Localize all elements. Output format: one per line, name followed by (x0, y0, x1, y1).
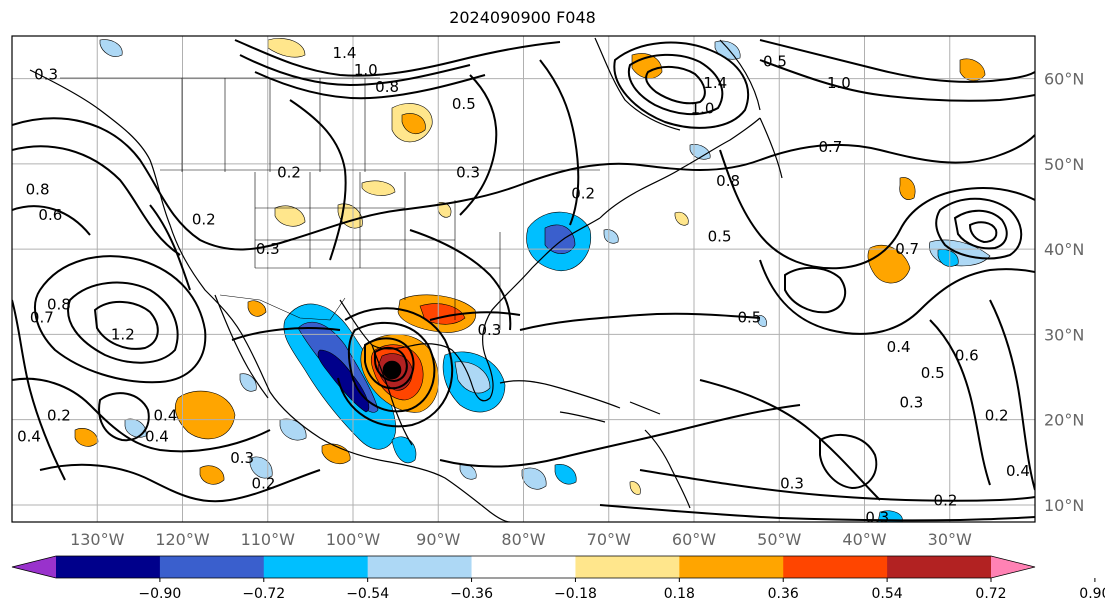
longitude-tick-label: 90°W (416, 530, 460, 549)
colorbar-tick-label: 0.36 (768, 586, 799, 602)
contour-value-label: 0.7 (895, 240, 919, 258)
colorbar-tick-label: −0.54 (346, 586, 389, 602)
map-title: 2024090900 F048 (449, 8, 596, 27)
contour-value-label: 0.3 (899, 394, 923, 412)
longitude-tick-label: 70°W (587, 530, 631, 549)
colorbar-tick-label: 0.90 (1079, 586, 1105, 602)
longitude-tick-label: 50°W (757, 530, 801, 549)
contour-value-label: 0.5 (921, 364, 945, 382)
colorbar-tick-label: 0.72 (975, 586, 1006, 602)
colorbar-tick-label: 0.54 (872, 586, 903, 602)
contour-value-label: 0.7 (30, 308, 54, 326)
longitude-axis: 130°W 120°W 110°W 100°W 90°W 80°W 70°W 60°W 50°W… (70, 530, 972, 549)
contour-value-label: 0.5 (452, 95, 476, 113)
colorbar-segment (887, 556, 992, 578)
longitude-tick-label: 110°W (241, 530, 296, 549)
contour-value-label: 0.5 (763, 53, 787, 71)
coastlines (29, 37, 783, 522)
latitude-tick-label: 10°N (1044, 496, 1084, 515)
colorbar-segment (56, 556, 161, 578)
contour-value-label: 0.8 (47, 296, 71, 314)
map-plot-area (12, 36, 1035, 522)
contour-labels: 0.31.41.00.80.50.30.20.20.30.20.80.60.80… (17, 44, 1030, 527)
contour-value-label: 0.4 (1006, 462, 1030, 480)
latitude-tick-label: 60°N (1044, 70, 1084, 89)
contour-value-label: 0.3 (477, 321, 501, 339)
contour-value-label: 1.0 (354, 61, 378, 79)
colorbar-tick-label: −0.18 (554, 586, 597, 602)
map-frame (11, 35, 1036, 523)
contour-value-label: 1.0 (691, 99, 715, 117)
contour-value-label: 0.2 (47, 406, 71, 424)
colorbar-segment (159, 556, 265, 578)
colorbar-outline (11, 555, 1036, 579)
contour-value-label: 0.8 (26, 180, 50, 198)
contour-value-label: 1.0 (827, 74, 851, 92)
colorbar-segment (679, 556, 784, 578)
latitude-tick-label: 50°N (1044, 155, 1084, 174)
colorbar-under-arrow (12, 556, 56, 578)
shaded-anomaly-fields (74, 38, 991, 522)
colorbar-tick-label: −0.90 (138, 586, 181, 602)
colorbar: −0.90 −0.72 −0.54 −0.36 −0.18 0.18 0.36 0.54 0.7… (11, 555, 1105, 602)
contour-value-label: 0.3 (256, 240, 280, 258)
contour-value-label: 0.5 (708, 227, 732, 245)
contour-value-label: 0.2 (934, 492, 958, 510)
latitude-tick-label: 40°N (1044, 240, 1084, 259)
contour-value-label: 0.3 (780, 475, 804, 493)
longitude-tick-label: 130°W (70, 530, 125, 549)
contour-value-label: 0.3 (456, 163, 480, 181)
latitude-axis: 60°N 50°N 40°N 30°N 20°N 10°N (1044, 70, 1084, 515)
contour-value-label: 0.3 (230, 449, 254, 467)
longitude-tick-label: 80°W (501, 530, 545, 549)
contour-value-label: 0.4 (145, 428, 169, 446)
contour-value-label: 0.6 (38, 206, 62, 224)
contour-value-label: 1.2 (111, 325, 135, 343)
contour-value-label: 0.4 (887, 338, 911, 356)
longitude-tick-label: 30°W (928, 530, 972, 549)
contour-value-label: 0.4 (17, 428, 41, 446)
contour-value-label: 0.2 (571, 185, 595, 203)
contour-value-label: 0.6 (955, 347, 979, 365)
contour-value-label: 0.2 (252, 475, 276, 493)
colorbar-segment (471, 556, 576, 578)
contour-value-label: 0.8 (716, 172, 740, 190)
contour-value-label: 0.5 (737, 308, 761, 326)
contour-value-label: 0.7 (818, 138, 842, 156)
colorbar-segment (263, 556, 369, 578)
colorbar-tick-label: 0.18 (664, 586, 695, 602)
colorbar-segment (367, 556, 473, 578)
colorbar-segment (783, 556, 888, 578)
contour-value-label: 1.4 (333, 44, 357, 62)
latitude-tick-label: 30°N (1044, 325, 1084, 344)
contour-value-label: 0.2 (277, 163, 301, 181)
contour-value-label: 1.4 (703, 74, 727, 92)
political-boundaries (60, 77, 600, 330)
contour-value-label: 0.8 (375, 78, 399, 96)
longitude-tick-label: 120°W (155, 530, 210, 549)
longitude-tick-label: 60°W (672, 530, 716, 549)
contour-value-label: 0.3 (34, 65, 58, 83)
contour-value-label: 0.2 (985, 406, 1009, 424)
colorbar-tick-label: −0.72 (242, 586, 285, 602)
contour-value-label: 0.2 (192, 210, 216, 228)
longitude-tick-label: 40°W (842, 530, 886, 549)
latitude-tick-label: 20°N (1044, 411, 1084, 430)
colorbar-segment (575, 556, 680, 578)
longitude-tick-label: 100°W (326, 530, 381, 549)
contour-lines (12, 39, 1035, 522)
contour-value-label: 0.4 (154, 406, 178, 424)
colorbar-tick-label: −0.36 (450, 586, 493, 602)
colorbar-over-arrow (991, 556, 1035, 578)
contour-value-label: 0.3 (865, 509, 889, 527)
